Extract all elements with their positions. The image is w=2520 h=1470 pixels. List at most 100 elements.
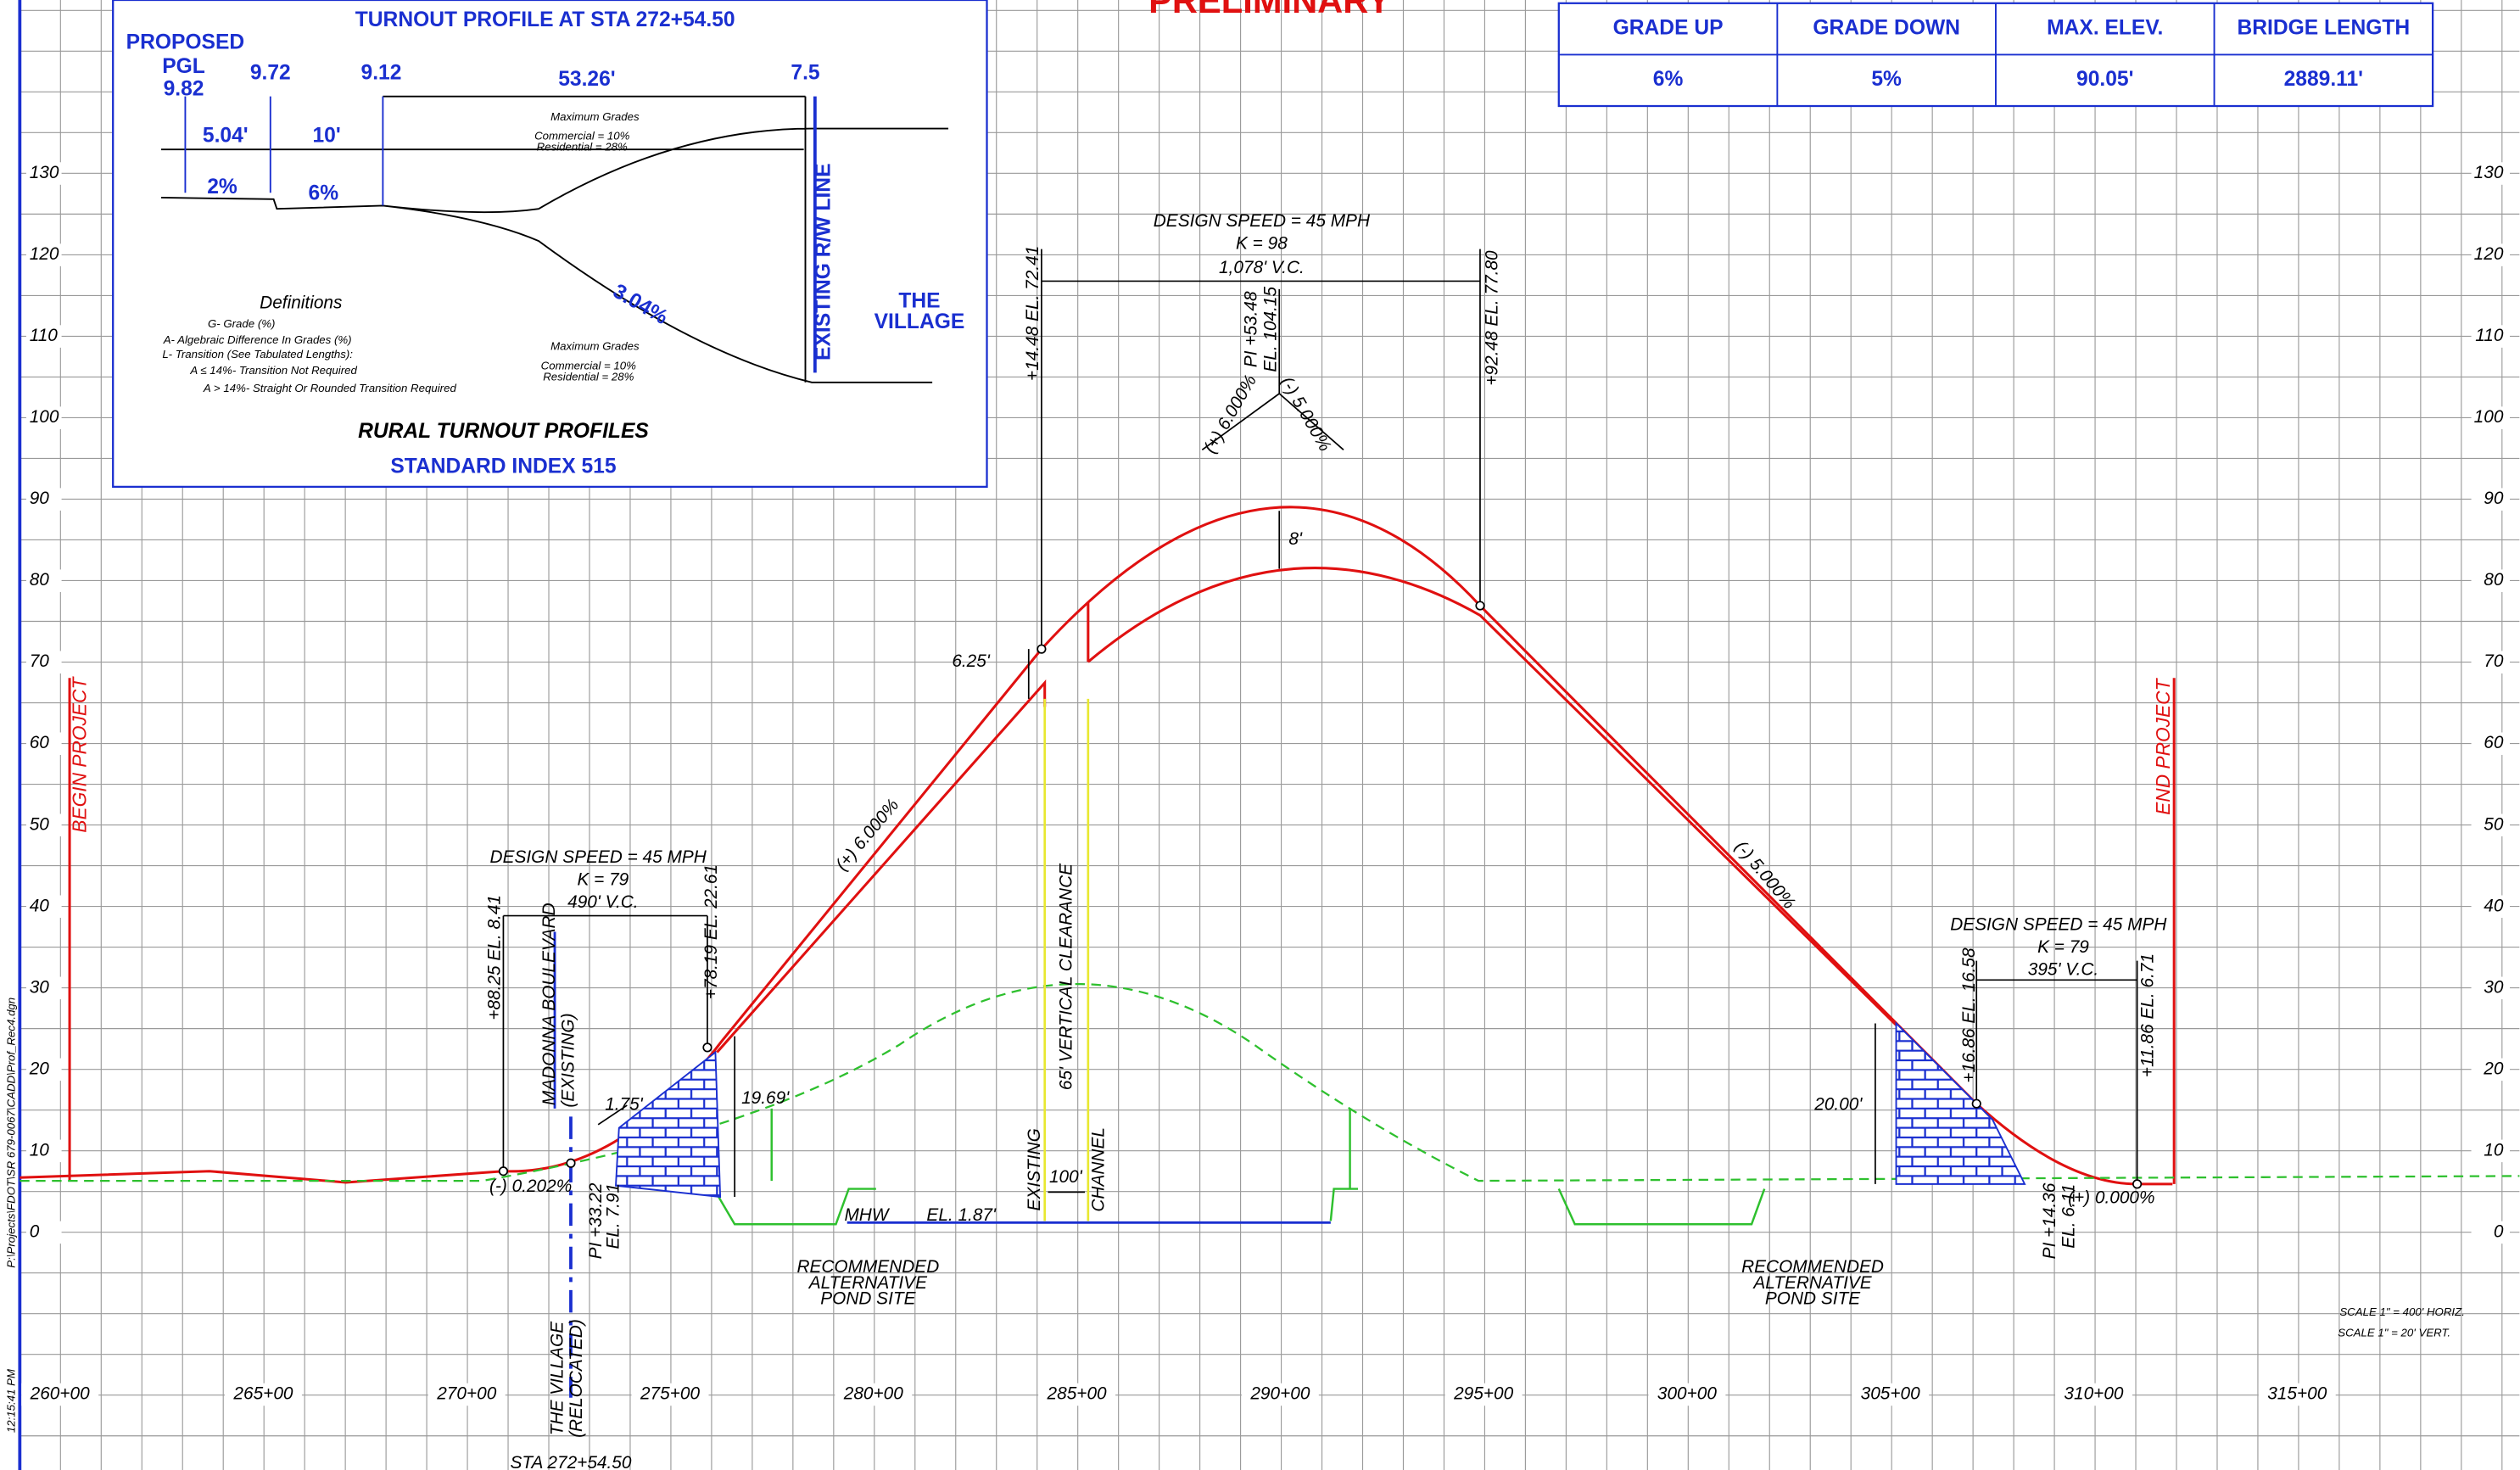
annotation: (RELOCATED) — [567, 1319, 586, 1438]
inset-frame — [113, 0, 986, 487]
elevation-label: 100 — [30, 407, 59, 427]
annotation: K = 79 — [577, 869, 629, 889]
station-label: 315+00 — [2267, 1383, 2327, 1403]
inset-label: 6% — [309, 182, 339, 205]
annotation: +92.48 EL. 77.80 — [1483, 250, 1502, 386]
annotation: (EXISTING) — [559, 1013, 578, 1107]
elevation-label: 0 — [2494, 1221, 2504, 1241]
annotation: 490' V.C. — [567, 892, 638, 912]
inset-label: 9.82 — [164, 78, 204, 101]
left-abutment — [616, 1053, 720, 1197]
station-label: 290+00 — [1249, 1383, 1310, 1403]
station-label: 300+00 — [1657, 1383, 1717, 1403]
elevation-label: 10 — [30, 1140, 50, 1160]
annotation: DESIGN SPEED = 45 MPH — [1950, 914, 2167, 934]
inset-label: A- Algebraic Difference In Grades (%) — [163, 333, 352, 346]
annotation: K = 98 — [1236, 233, 1288, 253]
inset-label: 9.12 — [361, 62, 402, 85]
inset-label: THE — [898, 290, 940, 313]
inset-label: Residential = 28% — [537, 141, 628, 154]
table-value: 2889.11' — [2284, 68, 2363, 91]
station-label: 280+00 — [843, 1383, 903, 1403]
inset-label: RURAL TURNOUT PROFILES — [358, 420, 649, 443]
elevation-label: 80 — [30, 570, 50, 590]
elevation-label: 120 — [30, 244, 59, 264]
elevation-label: 60 — [30, 733, 50, 752]
inset-label: G- Grade (%) — [208, 317, 276, 330]
elevation-label: 90 — [30, 489, 50, 508]
inset-label: Maximum Grades — [550, 110, 640, 123]
elevation-label: 80 — [2484, 570, 2504, 590]
table-value: 90.05' — [2076, 68, 2133, 91]
annotation: EXISTING — [1025, 1128, 1044, 1210]
annotation: POND SITE — [820, 1289, 916, 1309]
elevation-label: 70 — [2484, 651, 2504, 671]
inset-label: VILLAGE — [874, 310, 965, 333]
annotation: PI +14.36 — [2040, 1182, 2059, 1259]
inset-label: PGL — [162, 55, 205, 78]
annotation: +78.19 EL. 22.61 — [701, 864, 721, 999]
annotation: CHANNEL — [1089, 1127, 1109, 1212]
annotation: PI +53.48 — [1242, 291, 1261, 367]
annotation: K = 79 — [2037, 937, 2089, 957]
station-label: 265+00 — [232, 1383, 293, 1403]
station-label: 305+00 — [1861, 1383, 1920, 1403]
annotation: +11.86 EL. 6.71 — [2137, 953, 2157, 1077]
elevation-label: 60 — [2484, 733, 2504, 752]
station-label: 295+00 — [1453, 1383, 1513, 1403]
annotation: DESIGN SPEED = 45 MPH — [490, 847, 707, 867]
elevation-label: 50 — [30, 814, 50, 834]
annotation: BEGIN PROJECT — [68, 676, 90, 833]
annotation: 19.69' — [741, 1088, 790, 1108]
annotation: 6.25' — [952, 651, 991, 671]
annotation: MADONNA BOULEVARD — [539, 903, 559, 1105]
elevation-label: 30 — [2484, 977, 2504, 997]
table-header: BRIDGE LENGTH — [2237, 17, 2410, 40]
inset-label: Definitions — [260, 293, 342, 312]
elevation-label: 10 — [2484, 1140, 2504, 1160]
annotation: END PROJECT — [2152, 677, 2174, 814]
inset-label: 53.26' — [558, 68, 615, 91]
annotation: 1,078' V.C. — [1219, 258, 1305, 277]
annotation: SCALE 1" = 20' VERT. — [2338, 1327, 2450, 1339]
elevation-label: 90 — [2484, 489, 2504, 508]
elevation-label: 40 — [2484, 896, 2504, 915]
annotation: POND SITE — [1765, 1289, 1861, 1309]
annotation: 20.00' — [1813, 1095, 1863, 1115]
elevation-label: 30 — [30, 977, 50, 997]
annotation: EL. 1.87' — [926, 1205, 997, 1225]
inset-label: 10' — [312, 124, 340, 147]
annotation: DESIGN SPEED = 45 MPH — [1154, 211, 1371, 231]
profile-sheet: PRELIMINARY 1301301201201101101001009090… — [0, 0, 2520, 1470]
table-value: 6% — [1653, 68, 1684, 91]
inset-label: L- Transition (See Tabulated Lengths): — [162, 348, 353, 361]
annotation: MHW — [844, 1205, 890, 1225]
inset-label: Maximum Grades — [550, 340, 640, 353]
table-header: GRADE UP — [1613, 17, 1724, 40]
annotation: EL. 7.91 — [604, 1183, 623, 1249]
inset-label: A ≤ 14%- Transition Not Required — [189, 364, 357, 377]
elevation-label: 110 — [30, 326, 59, 345]
inset-label: A > 14%- Straight Or Rounded Transition … — [203, 382, 457, 394]
inset-label: TURNOUT PROFILE AT STA 272+54.50 — [355, 8, 735, 31]
elevation-label: 0 — [30, 1221, 40, 1241]
station-label: 285+00 — [1047, 1383, 1107, 1403]
turnout-inset — [113, 0, 986, 487]
annotation: 1.75' — [605, 1095, 644, 1115]
inset-label: EXISTING R/W LINE — [813, 164, 835, 361]
annotation: (-) 5.000% — [1731, 837, 1799, 913]
inset-label: 9.72 — [250, 62, 291, 85]
elevation-label: 110 — [2475, 326, 2504, 345]
annotation: 8' — [1288, 529, 1303, 549]
station-label: 310+00 — [2064, 1383, 2123, 1403]
elevation-label: 70 — [30, 651, 50, 671]
annotation: (-) 0.202% — [489, 1177, 572, 1196]
elevation-label: 50 — [2484, 814, 2504, 834]
annotation: 395' V.C. — [2028, 959, 2098, 979]
elevation-label: 130 — [30, 163, 59, 182]
annotation: 12:15:41 PM — [4, 1368, 17, 1433]
inset-label: 5.04' — [203, 124, 249, 147]
table-header: MAX. ELEV. — [2047, 17, 2163, 40]
table-header: GRADE DOWN — [1813, 17, 1960, 40]
inset-label: PROPOSED — [126, 31, 245, 54]
